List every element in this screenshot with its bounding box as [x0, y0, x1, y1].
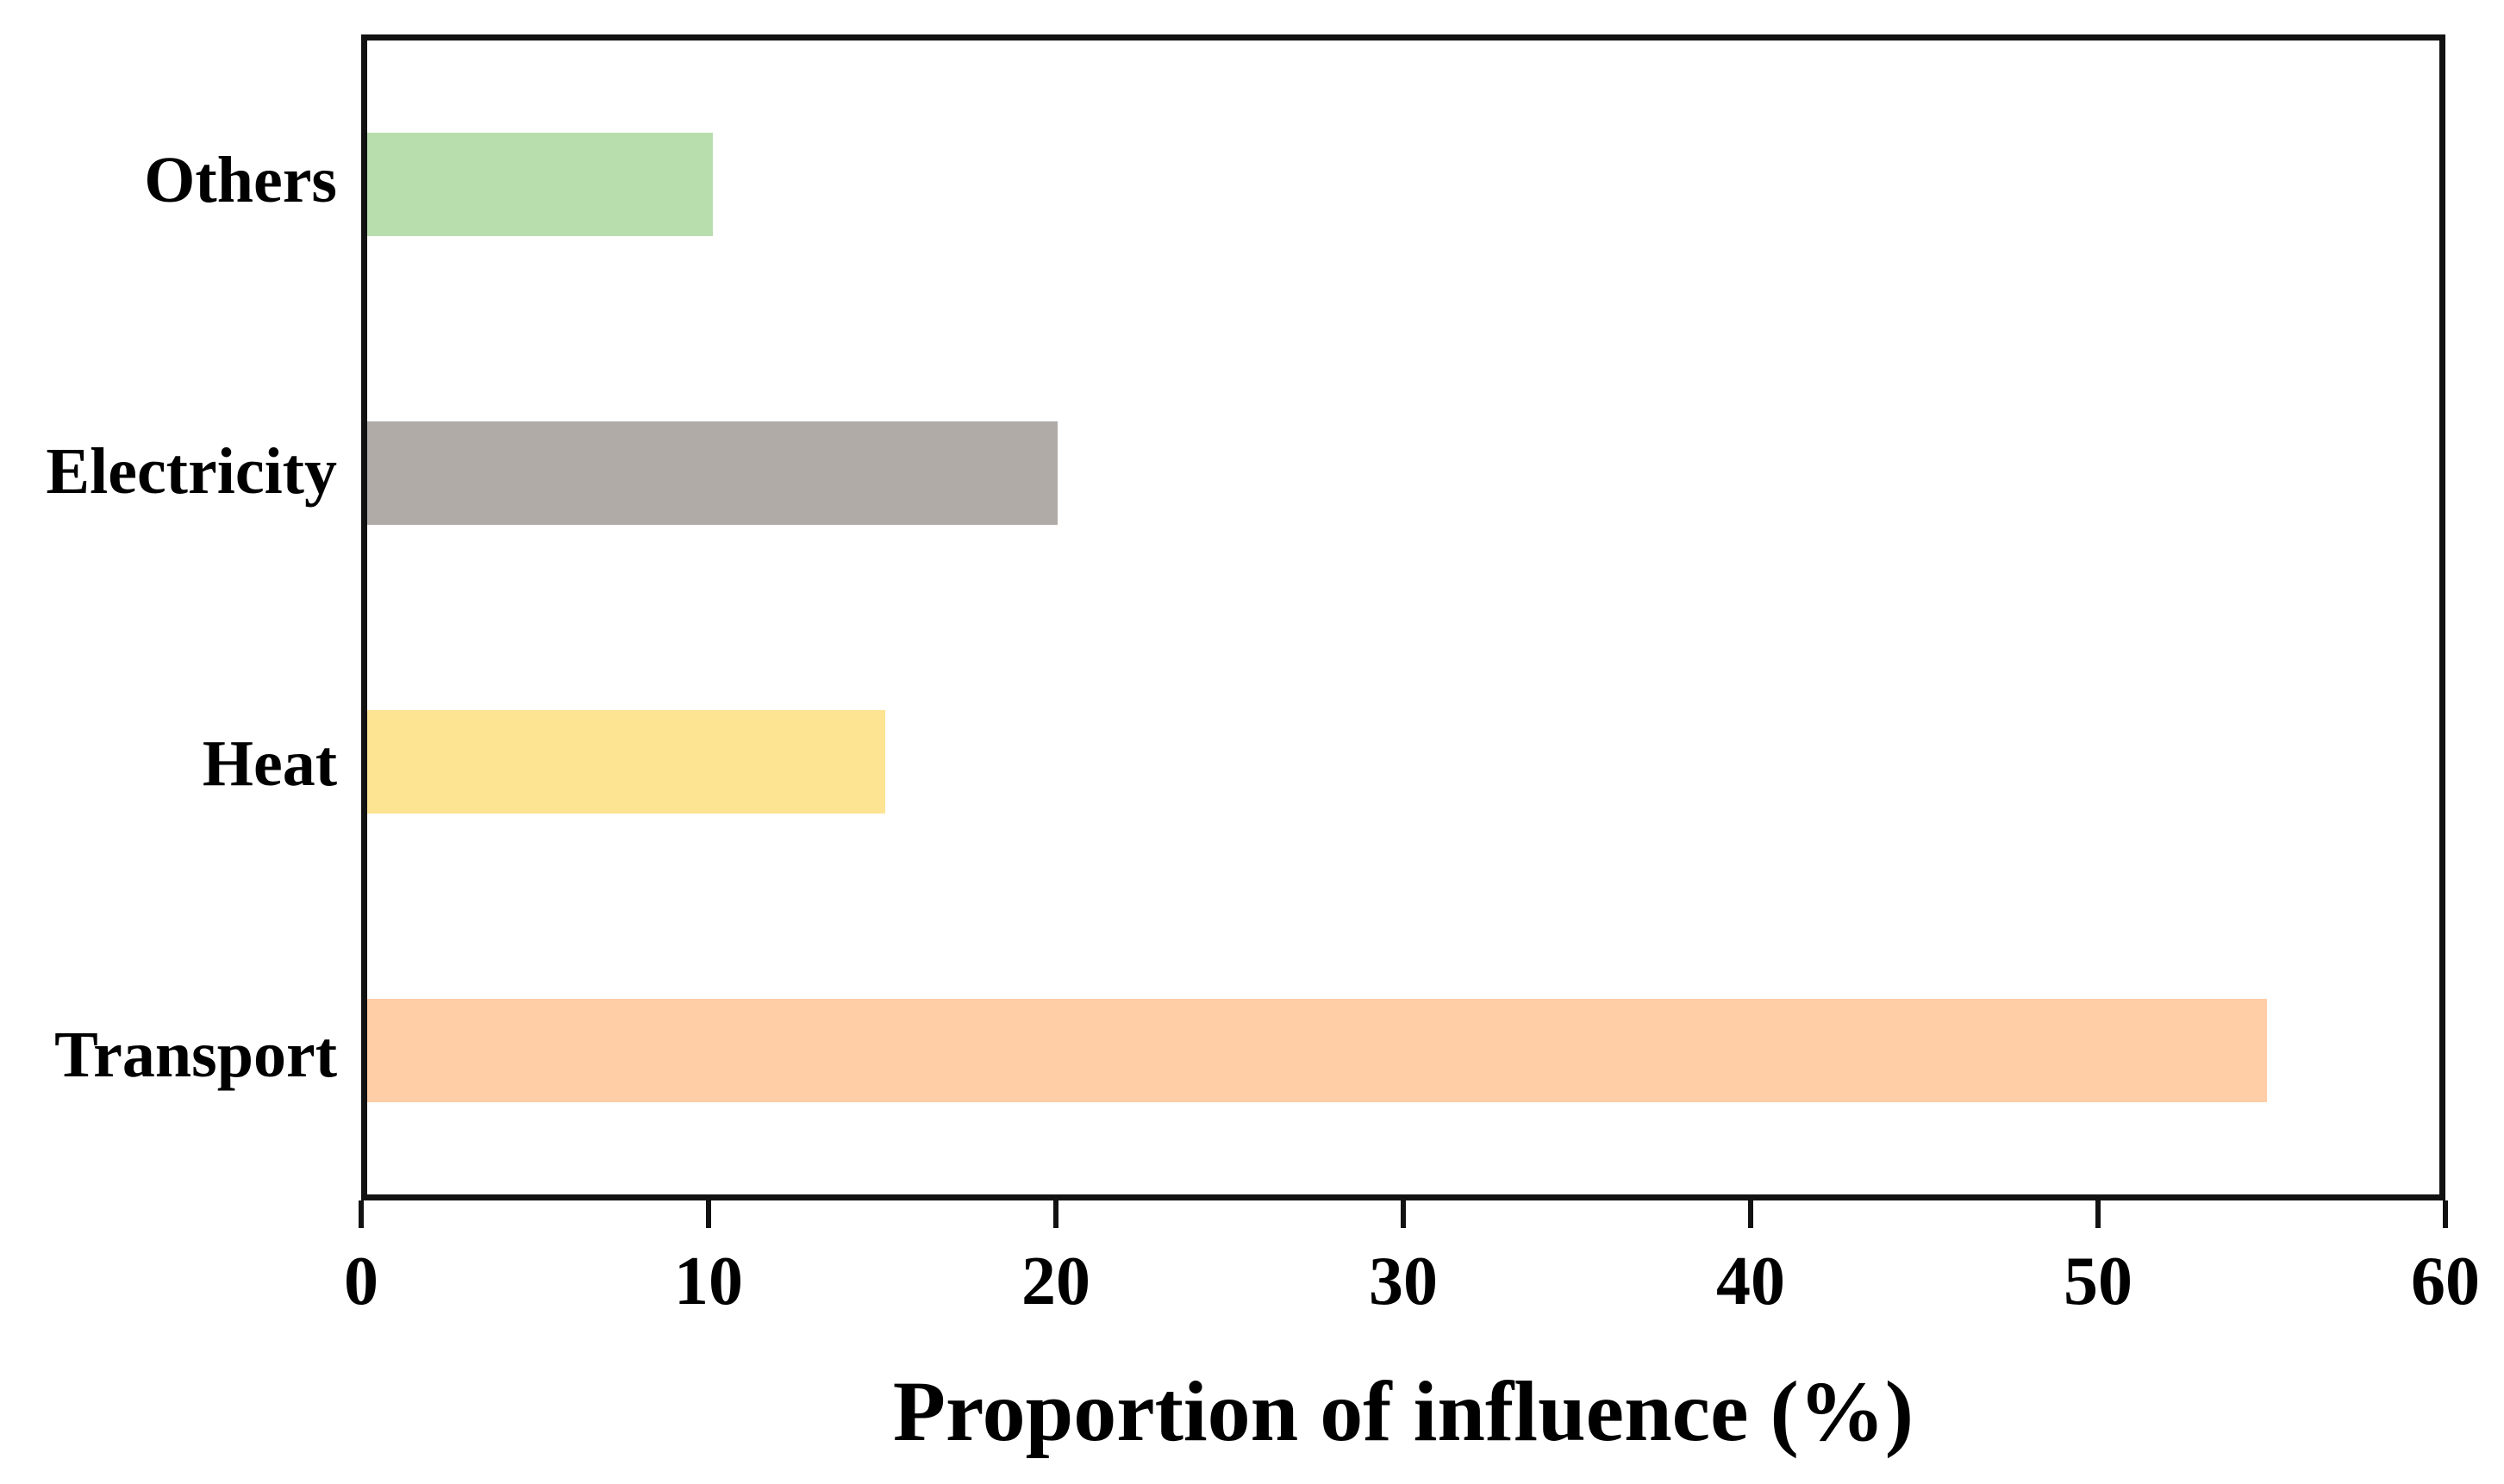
x-tick-mark-50: [2095, 1200, 2101, 1228]
x-tick-mark-60: [2443, 1200, 2448, 1228]
x-tick-mark-40: [1748, 1200, 1753, 1228]
category-label-transport: Transport: [54, 1018, 337, 1091]
category-label-electricity: Electricity: [46, 435, 337, 508]
x-tick-label-0: 0: [344, 1244, 378, 1319]
x-tick-mark-10: [706, 1200, 711, 1228]
x-tick-label-60: 60: [2411, 1244, 2480, 1319]
x-tick-label-40: 40: [1716, 1244, 1785, 1319]
x-axis-ticks: 0 10 20 30 40 50 60: [344, 1200, 2480, 1338]
bar-transport: [367, 998, 2267, 1102]
x-tick-label-20: 20: [1021, 1244, 1090, 1319]
bar-others: [367, 133, 713, 237]
x-tick-mark-0: [359, 1200, 364, 1228]
x-tick-mark-20: [1053, 1200, 1058, 1228]
x-tick-label-10: 10: [674, 1244, 743, 1319]
x-tick-mark-30: [1401, 1200, 1406, 1228]
x-axis-title: Proportion of influence (%): [892, 1363, 1914, 1459]
x-tick-label-50: 50: [2064, 1244, 2132, 1319]
plot-area: [361, 34, 2445, 1200]
category-labels: Others Electricity Heat Transport: [0, 34, 337, 1200]
category-label-heat: Heat: [202, 726, 337, 800]
bar-electricity: [367, 421, 1058, 526]
x-tick-label-30: 30: [1369, 1244, 1438, 1319]
category-label-others: Others: [144, 144, 337, 217]
bar-heat: [367, 709, 885, 814]
